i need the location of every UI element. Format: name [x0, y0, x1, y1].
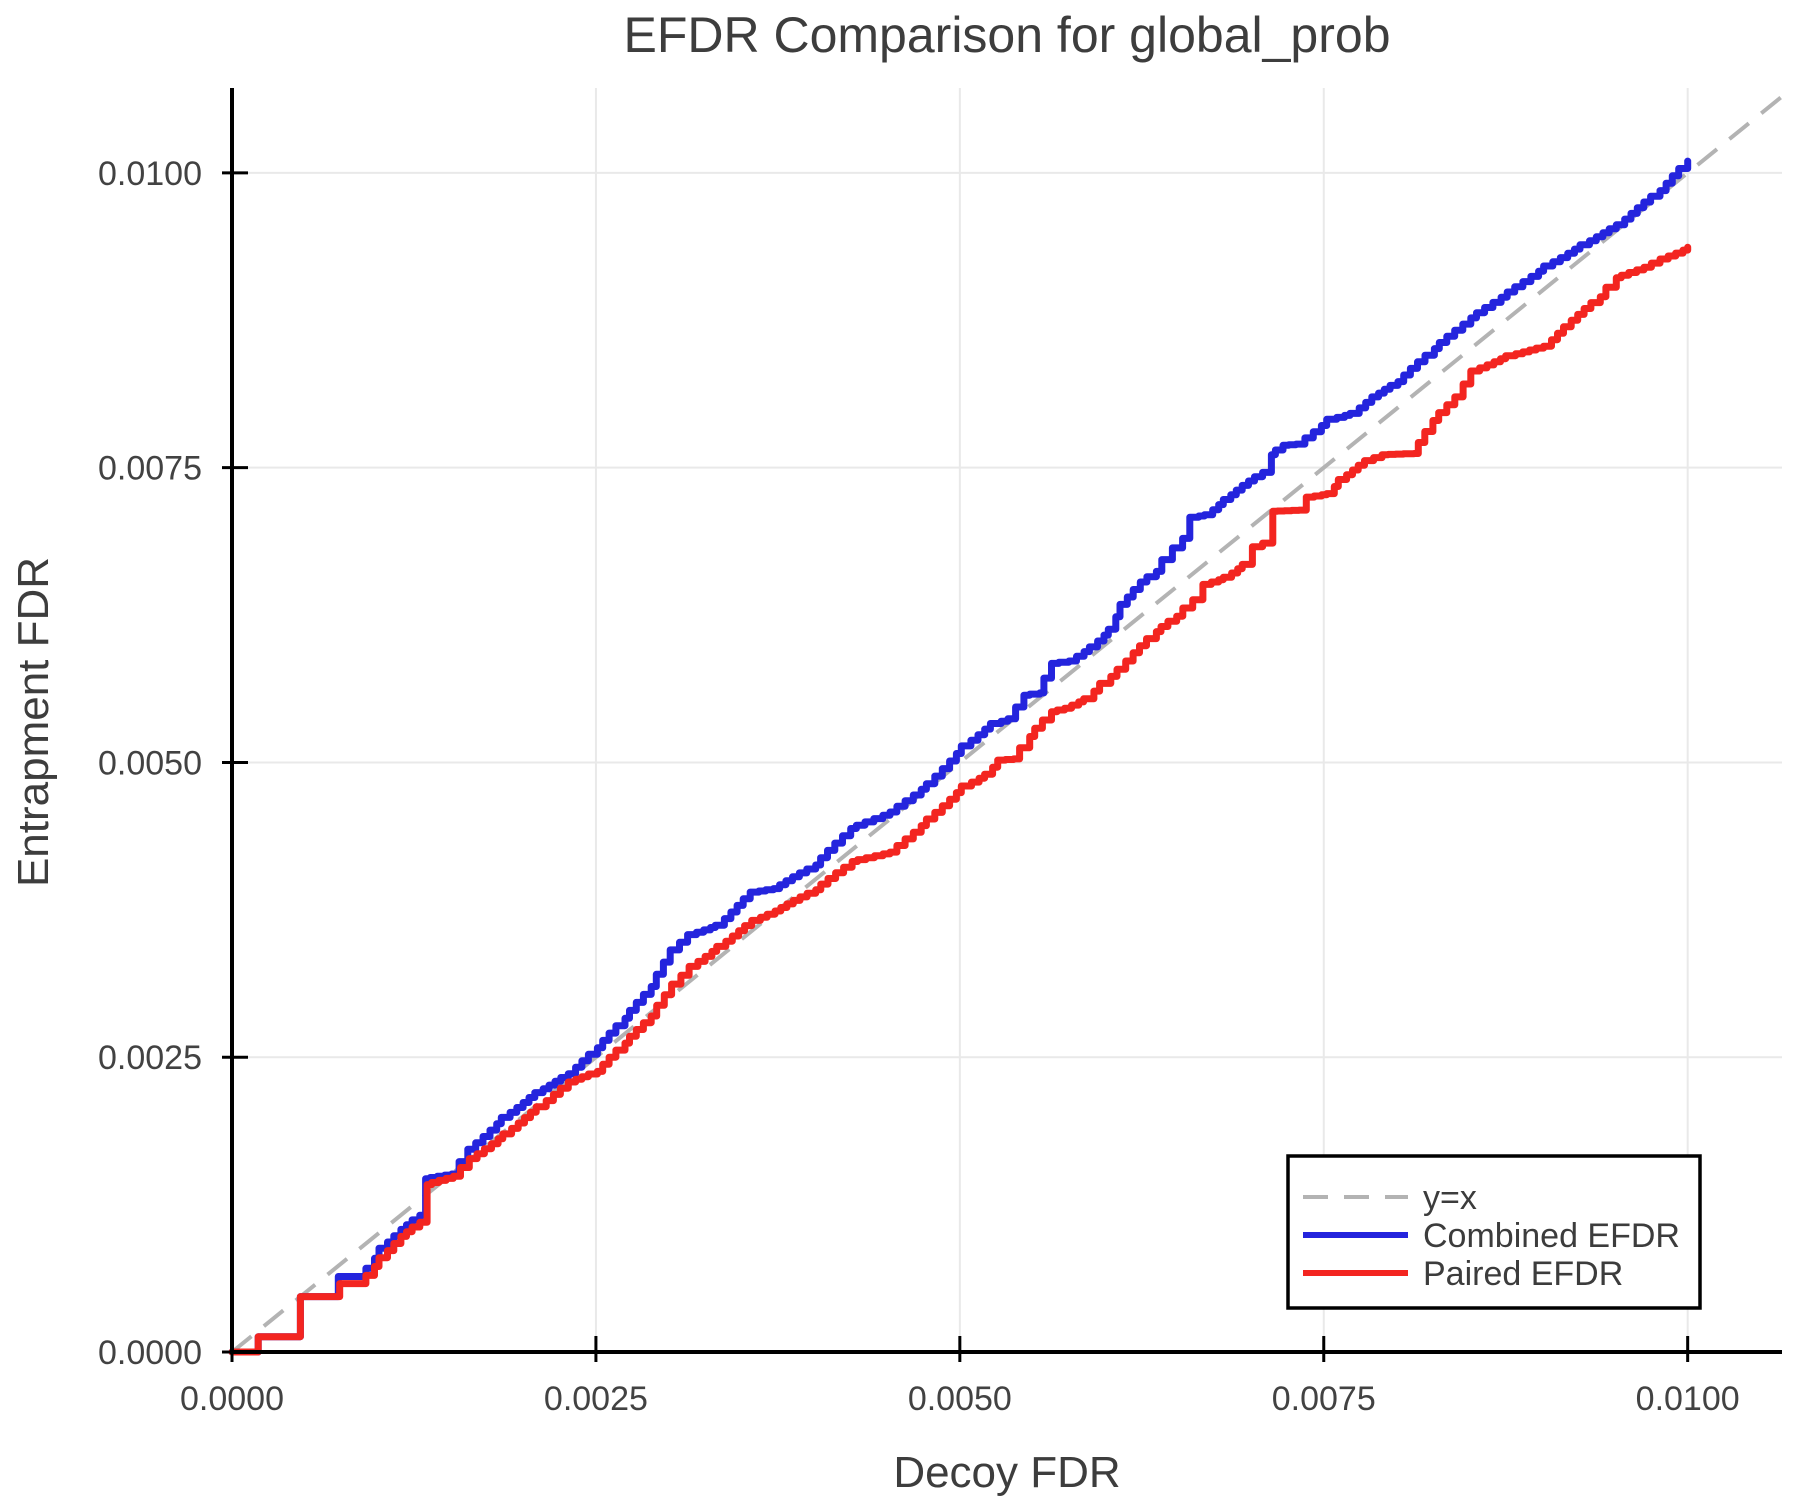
chart-title: EFDR Comparison for global_prob	[623, 7, 1390, 63]
x-tick-label: 0.0025	[544, 1380, 648, 1418]
legend-entry-paired-efdr: Paired EFDR	[1303, 1255, 1623, 1293]
y-tick-label: 0.0025	[98, 1039, 202, 1077]
axes	[222, 88, 1782, 1362]
legend-entry-combined-efdr: Combined EFDR	[1303, 1217, 1680, 1255]
data-series	[228, 94, 1784, 1356]
y-tick-label: 0.0100	[98, 155, 202, 193]
legend-label-yx: y=x	[1423, 1179, 1477, 1217]
legend-label-combined-efdr: Combined EFDR	[1423, 1217, 1680, 1255]
y-tick-label: 0.0000	[98, 1334, 202, 1372]
x-tick-label: 0.0075	[1272, 1380, 1376, 1418]
y-axis-title: Entrapment FDR	[9, 557, 58, 887]
series-line-combined-efdr	[228, 157, 1692, 1356]
x-tick-label: 0.0000	[180, 1380, 284, 1418]
y-tick-label: 0.0050	[98, 744, 202, 782]
tick-labels: 0.0000 0.0025 0.0050 0.0075 0.0100 0.0000 0.00…	[98, 155, 1740, 1418]
x-tick-label: 0.0100	[1636, 1380, 1740, 1418]
series-line-paired-efdr	[228, 243, 1692, 1356]
x-tick-label: 0.0050	[908, 1380, 1012, 1418]
legend-entry-yx: y=x	[1303, 1179, 1477, 1217]
legend: y=x Combined EFDR Paired EFDR	[1286, 1154, 1702, 1310]
y-tick-label: 0.0075	[98, 450, 202, 488]
legend-label-paired-efdr: Paired EFDR	[1423, 1255, 1623, 1293]
x-axis-title: Decoy FDR	[893, 1448, 1120, 1497]
